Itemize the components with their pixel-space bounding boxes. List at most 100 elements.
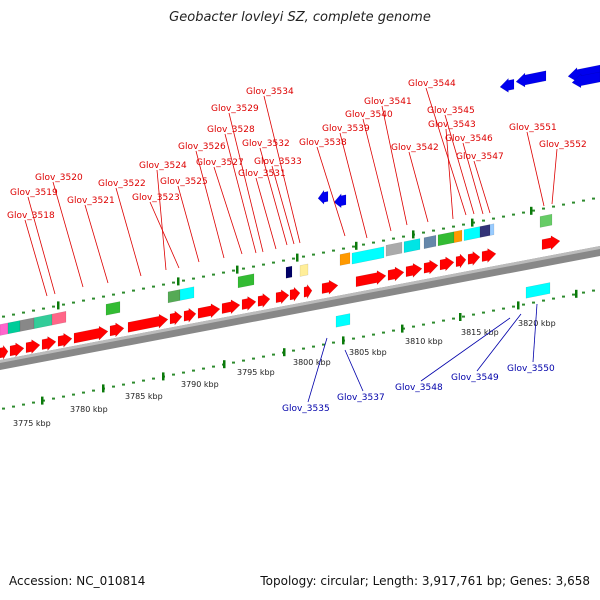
gene-feature-block — [167, 289, 181, 304]
label-leader-line — [445, 128, 454, 220]
scale-label-3820-kbp: 3820 kbp — [518, 319, 556, 328]
gene-label-glov-3548: Glov_3548 — [395, 383, 443, 393]
upper-tick-track — [122, 291, 125, 294]
upper-tick-track — [22, 311, 25, 314]
scale-label-3775-kbp: 3775 kbp — [13, 419, 51, 428]
upper-tick-track — [482, 219, 485, 222]
label-leader-line — [271, 165, 295, 245]
label-leader-line — [195, 150, 225, 259]
lower-tick-track — [62, 395, 65, 398]
upper-tick-track — [32, 309, 35, 312]
lower-tick-track — [122, 383, 125, 386]
gene-feature-block — [299, 263, 309, 277]
forward-gene-arrow — [9, 342, 25, 358]
label-leader-line — [156, 169, 167, 271]
upper-tick-track — [432, 229, 435, 232]
upper-tick-track — [142, 287, 145, 290]
upper-tick-track — [192, 277, 195, 280]
upper-tick-track — [152, 285, 155, 288]
upper-tick-track — [112, 293, 115, 296]
upper-tick-track — [532, 209, 535, 212]
lower-tick-track — [322, 343, 325, 346]
gene-feature-block — [19, 317, 35, 332]
scale-label-3795-kbp: 3795 kbp — [237, 368, 275, 377]
lower-tick-track — [262, 355, 265, 358]
upper-tick-track — [492, 217, 495, 220]
major-tick — [296, 253, 299, 262]
gene-feature-block — [453, 229, 463, 244]
label-leader-line — [177, 185, 200, 263]
forward-gene-arrow — [257, 292, 271, 309]
gene-feature-block — [525, 282, 551, 299]
lower-tick-track — [302, 347, 305, 350]
upper-tick-track — [522, 211, 525, 214]
lower-tick-track — [592, 289, 595, 292]
label-leader-line — [408, 151, 429, 223]
gene-feature-block — [539, 213, 553, 228]
lower-tick-track — [512, 305, 515, 308]
label-leader-line — [255, 177, 277, 250]
label-leader-line — [213, 166, 243, 255]
gene-label-glov-3525: Glov_3525 — [160, 177, 208, 187]
gene-feature-block — [237, 273, 255, 289]
lower-tick-track — [532, 301, 535, 304]
upper-tick-track — [342, 247, 345, 250]
gene-label-glov-3551: Glov_3551 — [509, 123, 557, 133]
gene-label-glov-3528: Glov_3528 — [207, 125, 255, 135]
lower-tick-track — [132, 381, 135, 384]
gene-label-glov-3520: Glov_3520 — [35, 173, 83, 183]
gene-label-glov-3544: Glov_3544 — [408, 79, 456, 89]
gene-feature-block — [479, 224, 491, 238]
gene-label-glov-3545: Glov_3545 — [427, 106, 475, 116]
upper-tick-track — [332, 249, 335, 252]
forward-gene-arrow — [221, 299, 241, 315]
upper-tick-track — [212, 273, 215, 276]
gene-feature-block — [403, 238, 421, 254]
gene-label-glov-3522: Glov_3522 — [98, 179, 146, 189]
upper-tick-track — [322, 251, 325, 254]
upper-tick-track — [352, 245, 355, 248]
gene-label-glov-3552: Glov_3552 — [539, 140, 587, 150]
gene-feature-block — [437, 231, 455, 247]
forward-gene-arrow — [183, 307, 197, 323]
major-tick — [223, 360, 226, 369]
major-tick — [471, 218, 474, 227]
major-tick — [575, 289, 578, 298]
forward-gene-arrow — [423, 259, 439, 275]
lower-tick-track — [562, 295, 565, 298]
forward-gene-arrow — [57, 332, 73, 348]
forward-gene-arrow — [481, 248, 497, 264]
upper-tick-track — [162, 283, 165, 286]
lower-tick-track — [392, 329, 395, 332]
upper-tick-track — [302, 255, 305, 258]
gene-label-glov-3527: Glov_3527 — [196, 158, 244, 168]
upper-tick-track — [292, 257, 295, 260]
gene-label-glov-3532: Glov_3532 — [242, 139, 290, 149]
lower-tick-track — [182, 371, 185, 374]
upper-tick-track — [62, 303, 65, 306]
lower-tick-track — [12, 405, 15, 408]
lower-tick-track — [502, 307, 505, 310]
upper-tick-track — [82, 299, 85, 302]
upper-tick-track — [172, 281, 175, 284]
gene-feature-block — [33, 313, 53, 330]
gene-label-glov-3521: Glov_3521 — [67, 196, 115, 206]
forward-gene-arrow — [289, 286, 301, 302]
lower-tick-track — [292, 349, 295, 352]
lower-tick-track — [52, 397, 55, 400]
lower-tick-track — [82, 391, 85, 394]
genome-summary-text: Topology: circular; Length: 3,917,761 bp… — [260, 574, 590, 588]
label-leader-line — [473, 160, 491, 214]
lower-tick-track — [92, 389, 95, 392]
lower-tick-track — [442, 319, 445, 322]
label-leader-line — [420, 317, 511, 382]
lower-tick-track — [32, 401, 35, 404]
upper-tick-track — [572, 201, 575, 204]
gene-feature-block — [0, 322, 9, 336]
gene-label-glov-3519: Glov_3519 — [10, 188, 58, 198]
upper-tick-track — [132, 289, 135, 292]
label-leader-line — [259, 147, 288, 246]
forward-gene-arrow — [467, 250, 481, 267]
major-tick — [102, 384, 105, 393]
lower-tick-track — [462, 315, 465, 318]
